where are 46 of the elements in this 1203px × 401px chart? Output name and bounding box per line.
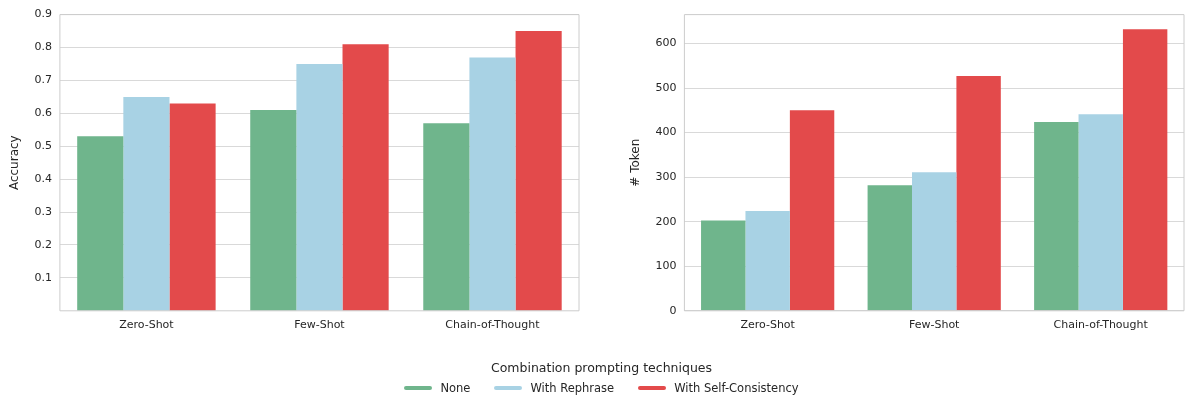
bar: [123, 96, 170, 311]
y-tick-label: 0.5: [34, 139, 52, 153]
y-tick-label: 0.1: [34, 270, 52, 284]
x-tick-label: Chain-of-Thought: [445, 318, 541, 332]
legend-label: With Rephrase: [530, 381, 615, 395]
bar: [423, 123, 470, 311]
y-tick-label: 0.7: [34, 73, 52, 87]
y-tick-label: 300: [655, 170, 677, 184]
legend-label: With Self-Consistency: [674, 381, 799, 395]
x-tick-label: Zero-Shot: [119, 318, 175, 332]
x-tick-label: Chain-of-Thought: [1053, 318, 1149, 332]
bar: [515, 31, 562, 311]
bar: [911, 172, 957, 311]
y-tick-label: 0.3: [34, 204, 52, 218]
x-tick-label: Few-Shot: [294, 318, 346, 332]
bar: [296, 63, 343, 311]
bar: [1078, 114, 1123, 311]
y-tick-label: 200: [655, 214, 677, 228]
bar: [169, 103, 216, 311]
bar: [745, 211, 790, 311]
bar: [1122, 29, 1168, 311]
y-tick-label: 100: [655, 259, 677, 273]
bar: [956, 76, 1001, 311]
legend-title: Combination prompting techniques: [489, 360, 714, 375]
y-tick-label: 0.9: [34, 7, 52, 21]
y-tick-label: 0.8: [34, 40, 52, 54]
bar: [469, 57, 516, 311]
bar: [1034, 121, 1079, 311]
bar: [789, 110, 835, 311]
y-tick-label: 500: [655, 80, 677, 94]
y-tick-label: 0.4: [34, 172, 52, 186]
bar: [342, 44, 389, 311]
y-tick-label: 600: [655, 36, 677, 50]
y-tick-label: 0.2: [34, 237, 52, 251]
bar: [250, 110, 297, 311]
bar: [77, 136, 124, 311]
y-axis-title: # Token: [628, 138, 643, 187]
x-tick-label: Zero-Shot: [740, 318, 796, 332]
y-axis-title: Accuracy: [7, 135, 22, 191]
x-tick-label: Few-Shot: [908, 318, 961, 332]
y-tick-label: 0.6: [34, 106, 52, 120]
bar: [867, 185, 912, 311]
legend-label: None: [440, 381, 471, 395]
bar: [701, 220, 746, 311]
y-tick-label: 0: [669, 303, 677, 317]
y-tick-label: 400: [655, 125, 677, 139]
